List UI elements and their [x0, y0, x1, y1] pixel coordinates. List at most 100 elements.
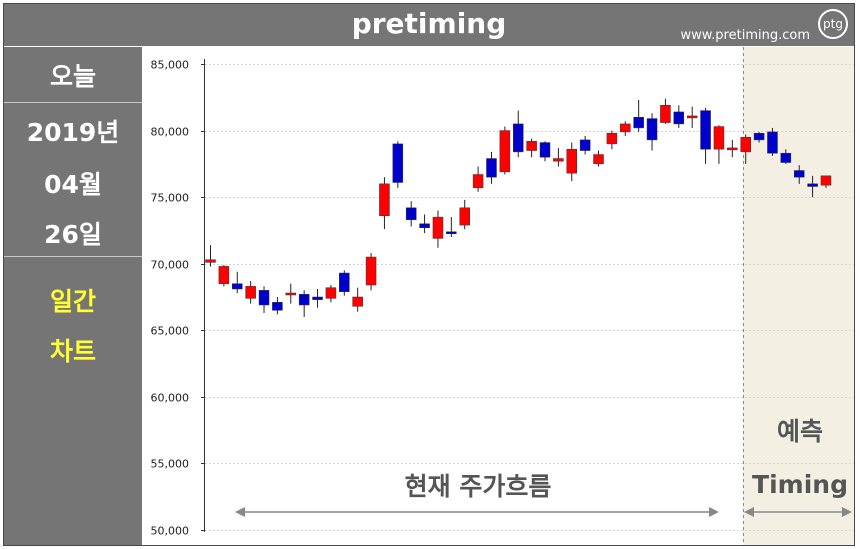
site-url: www.pretiming.com — [680, 28, 810, 43]
candle — [258, 286, 270, 313]
candle-body — [486, 158, 497, 178]
candle-body — [258, 290, 270, 306]
candle — [646, 113, 658, 151]
candle-body — [780, 152, 792, 163]
candle-body — [205, 259, 216, 263]
chart-frame — [3, 3, 855, 546]
candle — [245, 281, 256, 304]
ptg-logo-icon: ptg — [818, 9, 848, 39]
forecast-label: 예측 — [777, 417, 823, 446]
timing-label: Timing — [752, 470, 848, 499]
candle — [593, 150, 604, 167]
candle-body — [713, 126, 725, 150]
candle — [713, 125, 725, 164]
candle-body — [245, 286, 256, 299]
candle — [446, 217, 457, 238]
candle — [472, 166, 484, 192]
candle-body — [660, 105, 671, 123]
candle-body — [459, 207, 470, 226]
forecast-candle — [820, 175, 832, 188]
candle — [660, 98, 671, 124]
current-trend-annotation: 현재 주가흐름 — [235, 472, 719, 517]
candle-body — [272, 302, 283, 311]
candle-body — [285, 292, 297, 296]
candle — [539, 141, 551, 162]
y-tick-label: 50,000 — [151, 525, 190, 538]
today-label: 오늘 — [49, 62, 96, 91]
candle — [526, 138, 537, 158]
forecast-annotation: 예측 Timing — [744, 417, 852, 517]
date-month: 04월 — [44, 170, 102, 199]
candle-body — [325, 287, 337, 299]
forecast-candle — [767, 127, 778, 156]
y-tick-label: 80,000 — [151, 126, 190, 139]
candle — [352, 287, 363, 312]
candle-body — [593, 154, 604, 165]
current-trend-label: 현재 주가흐름 — [405, 472, 552, 501]
candle-body — [419, 223, 430, 229]
candle — [566, 142, 578, 182]
candle — [312, 289, 323, 308]
candle-body — [566, 148, 578, 174]
candlestick-chart: 50,000 55,000 60,000 65,000 70,000 75,000 80,0… — [143, 47, 854, 545]
candle — [459, 199, 470, 230]
candle-body — [700, 110, 711, 150]
candle — [419, 214, 430, 234]
candle — [700, 107, 711, 164]
candle — [606, 130, 618, 150]
y-tick-label: 60,000 — [151, 392, 190, 405]
candle — [379, 177, 390, 230]
candle-body — [339, 272, 350, 292]
candle-body — [553, 158, 564, 162]
sidebar-divider — [4, 102, 142, 103]
arrow-right-icon — [709, 507, 719, 517]
date-sidebar: 오늘 2019년 04월 26일 일간 차트 — [4, 47, 142, 545]
header-bar: pretiming www.pretiming.com ptg — [4, 4, 854, 46]
candle-body — [392, 143, 404, 183]
forecast-region — [743, 47, 854, 545]
candle-body — [606, 132, 618, 145]
candle-body — [512, 123, 524, 153]
candle — [727, 139, 738, 158]
candle-body — [312, 296, 323, 300]
candle — [512, 110, 524, 158]
arrow-left-icon — [235, 507, 245, 517]
y-tick-label: 85,000 — [151, 59, 190, 72]
candle-body — [539, 142, 551, 158]
candle — [232, 271, 243, 294]
candle-body — [499, 130, 511, 173]
forecast-candle — [807, 175, 818, 198]
candle — [392, 141, 404, 188]
candle-body — [472, 174, 484, 189]
candle-body — [820, 175, 832, 186]
y-tick-label: 70,000 — [151, 259, 190, 272]
candle-body — [727, 147, 738, 151]
candle — [365, 253, 377, 291]
candle-body — [298, 294, 310, 306]
candle — [298, 290, 310, 317]
candle-body — [352, 296, 363, 307]
candle — [499, 126, 511, 175]
candle-body — [740, 136, 751, 153]
candle — [339, 270, 350, 296]
candle-body — [646, 118, 658, 141]
y-tick-label: 55,000 — [151, 458, 190, 471]
y-tick-label: 65,000 — [151, 325, 190, 338]
candle-body — [753, 132, 765, 141]
candle — [272, 297, 283, 315]
candle-body — [232, 283, 243, 290]
chart-kind-daily: 일간 — [49, 287, 96, 316]
forecast-candle — [793, 165, 805, 184]
candle — [579, 135, 591, 155]
candle-body — [620, 123, 631, 133]
candle-body — [526, 140, 537, 151]
candle-body — [633, 117, 644, 129]
candle — [405, 201, 417, 227]
sidebar-divider — [4, 256, 142, 257]
candle — [553, 147, 564, 167]
candle-body — [686, 115, 698, 119]
candle — [432, 210, 444, 248]
candle — [486, 151, 497, 184]
y-tick-label: 75,000 — [151, 192, 190, 205]
candle — [620, 121, 631, 136]
